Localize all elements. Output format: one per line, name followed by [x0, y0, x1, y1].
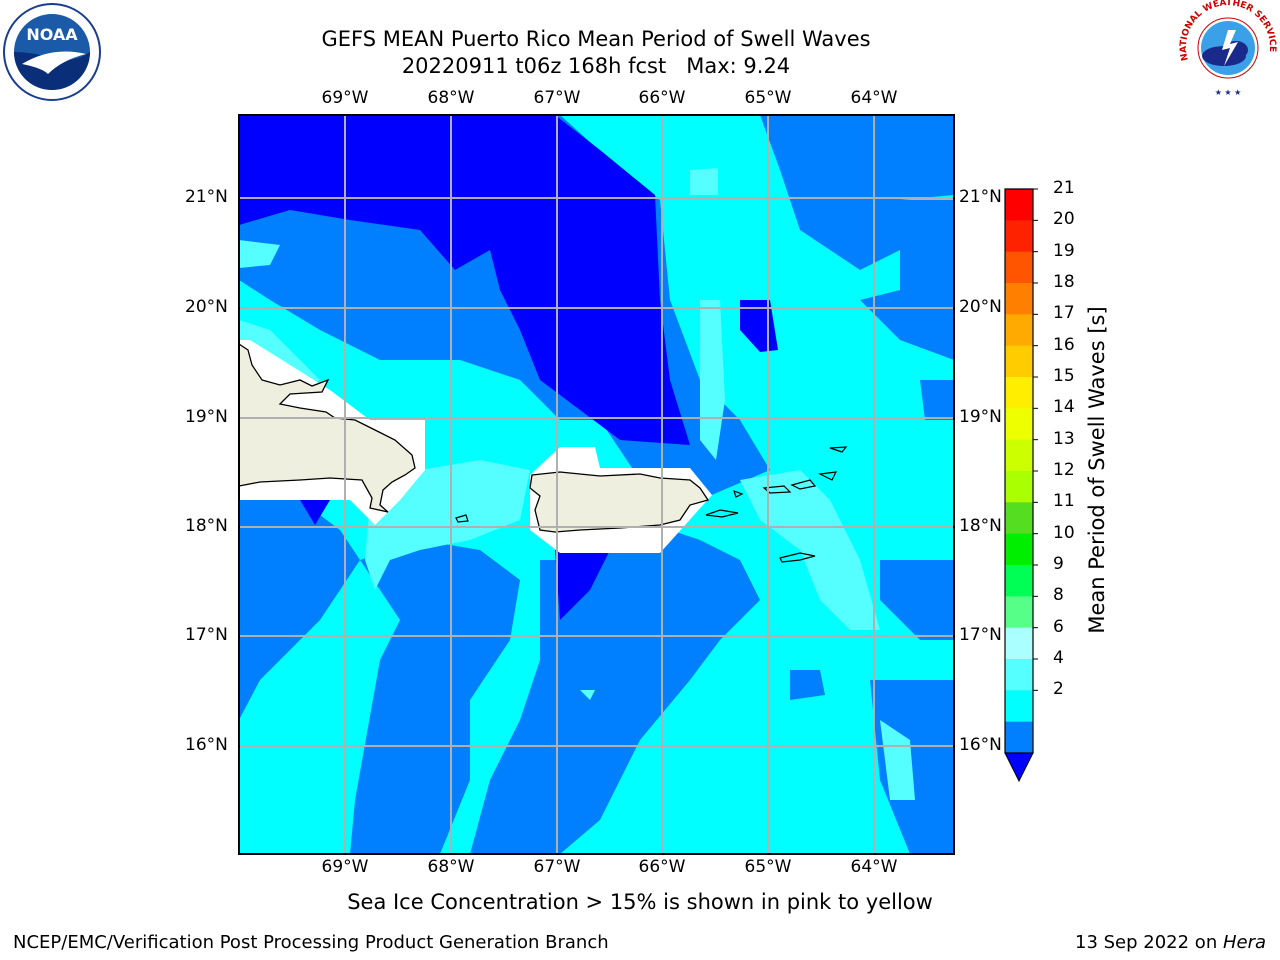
period-2-4-region	[239, 115, 954, 270]
footer-date: 13 Sep 2022 on Hera	[1075, 932, 1266, 953]
lon-label-top: 68°W	[427, 88, 475, 108]
map-frame	[238, 114, 955, 855]
colorbar-segment	[1005, 377, 1033, 409]
footer-credit: NCEP/EMC/Verification Post Processing Pr…	[13, 932, 609, 953]
colorbar-tick-label: 10	[1053, 522, 1075, 543]
lon-label-bottom: 69°W	[321, 857, 369, 877]
colorbar	[1004, 188, 1038, 783]
colorbar-segment	[1005, 251, 1033, 284]
colorbar-tick-label: 20	[1053, 209, 1075, 230]
colorbar-tick-label: 6	[1053, 616, 1064, 637]
lon-label-bottom: 64°W	[850, 857, 898, 877]
lon-label-top: 67°W	[533, 88, 581, 108]
virgin-islands	[705, 446, 848, 518]
colorbar-tick-label: 13	[1053, 428, 1075, 449]
period-2-4-region	[860, 200, 954, 360]
map-title-line1: GEFS MEAN Puerto Rico Mean Period of Swe…	[321, 27, 871, 51]
colorbar-segment	[1005, 721, 1033, 754]
hispaniola-land	[239, 343, 416, 513]
period-2-4-region	[239, 500, 360, 720]
lat-label-left: 21°N	[185, 187, 228, 207]
colorbar-under-arrow	[1004, 752, 1034, 783]
lat-label-left: 18°N	[185, 516, 228, 536]
lon-label-top: 65°W	[744, 88, 792, 108]
colorbar-segment	[1005, 189, 1033, 221]
gridlines	[239, 115, 954, 854]
colorbar-segment	[1005, 502, 1033, 535]
lat-label-right: 16°N	[959, 735, 1002, 755]
svg-text:NOAA: NOAA	[26, 25, 78, 44]
colorbar-segment	[1005, 220, 1033, 253]
colorbar-segment	[1005, 690, 1033, 723]
lat-label-left: 16°N	[185, 735, 228, 755]
colorbar-tick-label: 4	[1053, 648, 1064, 668]
period-2-4-region	[880, 560, 954, 640]
lon-label-bottom: 68°W	[427, 857, 475, 877]
colorbar-tick-label: 21	[1053, 178, 1075, 198]
period-6-8-region	[239, 240, 280, 268]
colorbar-segment	[1005, 627, 1033, 660]
lat-label-right: 19°N	[959, 407, 1002, 427]
colorbar-segment	[1005, 283, 1033, 315]
colorbar-segment	[1005, 471, 1033, 503]
colorbar-tick-label: 15	[1053, 366, 1075, 386]
colorbar-segment	[1005, 596, 1033, 629]
colorbar-tick-label: 14	[1053, 397, 1075, 418]
colorbar-segment	[1005, 533, 1033, 566]
period-6-8-region	[580, 690, 595, 700]
lat-label-left: 19°N	[185, 407, 228, 427]
lon-label-top: 69°W	[321, 88, 369, 108]
lat-label-right: 20°N	[959, 297, 1002, 317]
period-below-2-region	[555, 550, 610, 620]
lat-label-right: 18°N	[959, 516, 1002, 536]
period-6-8-region	[700, 300, 725, 460]
lon-label-top: 64°W	[850, 88, 898, 108]
st-croix	[779, 552, 816, 563]
lon-label-bottom: 67°W	[533, 857, 581, 877]
mona-island	[455, 514, 469, 523]
contour-field	[239, 115, 954, 854]
colorbar-tick-label: 11	[1053, 491, 1075, 512]
footer-machine: Hera	[1222, 932, 1266, 953]
colorbar-tick-label: 12	[1053, 460, 1075, 480]
period-below-2-region	[300, 500, 330, 525]
colorbar-segment	[1005, 408, 1033, 441]
colorbar-segment	[1005, 659, 1033, 691]
period-6-8-region	[740, 470, 880, 630]
period-6-8-region	[880, 720, 915, 800]
lon-label-top: 66°W	[638, 88, 686, 108]
colorbar-tick-label: 16	[1053, 334, 1075, 355]
lat-label-right: 21°N	[959, 187, 1002, 207]
lat-label-left: 20°N	[185, 297, 228, 317]
colorbar-tick-label: 17	[1053, 303, 1075, 324]
period-2-4-region	[470, 520, 760, 854]
sea-ice-note: Sea Ice Concentration > 15% is shown in …	[347, 890, 933, 914]
colorbar-tick-label: 19	[1053, 240, 1075, 261]
lon-label-bottom: 66°W	[638, 857, 686, 877]
period-2-4-region	[790, 670, 825, 700]
svg-text:★ ★ ★: ★ ★ ★	[1215, 88, 1242, 97]
colorbar-segment	[1005, 565, 1033, 597]
colorbar-tick-label: 8	[1053, 585, 1064, 606]
noaa-logo: NOAA	[3, 3, 101, 101]
footer-date-text: 13 Sep 2022 on	[1075, 932, 1223, 953]
lat-label-left: 17°N	[185, 625, 228, 645]
period-2-4-region	[350, 540, 520, 854]
colorbar-frame	[1004, 188, 1034, 754]
colorbar-tick-label: 9	[1053, 554, 1064, 574]
colorbar-segment	[1005, 439, 1033, 472]
colorbar-tick-label: 18	[1053, 272, 1075, 292]
puerto-rico-land	[529, 471, 710, 533]
period-2-4-region	[920, 380, 954, 420]
colorbar-segment	[1005, 314, 1033, 347]
lat-label-right: 17°N	[959, 625, 1002, 645]
nws-logo: NATIONAL WEATHER SERVICE ★ ★ ★	[1179, 0, 1277, 97]
map-title-line2: 20220911 t06z 168h fcst Max: 9.24	[401, 54, 791, 78]
colorbar-tick-label: 2	[1053, 679, 1064, 700]
lon-label-bottom: 65°W	[744, 857, 792, 877]
period-6-8-region	[690, 168, 718, 195]
colorbar-segment	[1005, 345, 1033, 378]
colorbar-title: Mean Period of Swell Waves [s]	[1085, 306, 1109, 634]
